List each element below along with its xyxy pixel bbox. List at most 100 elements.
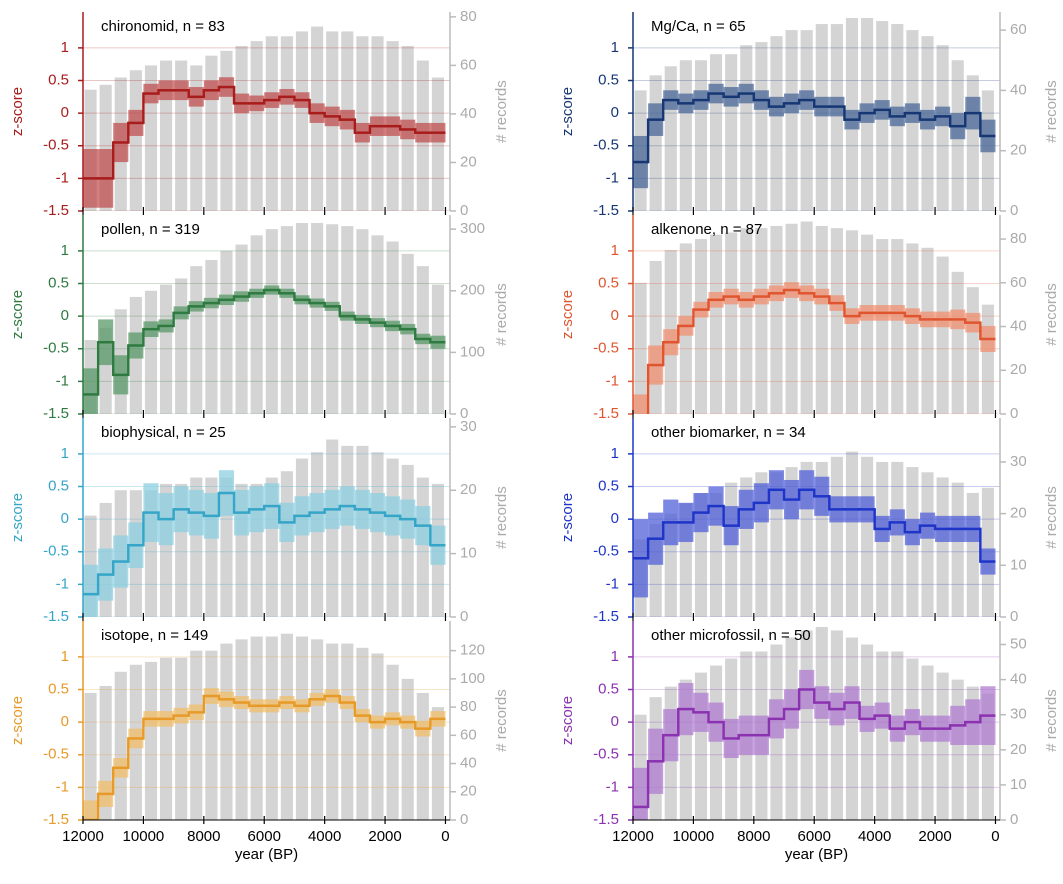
y2-tick-label: 100 <box>460 343 485 360</box>
y2-tick-label: 30 <box>1010 453 1027 470</box>
panel-title: chironomid, n = 83 <box>101 18 225 35</box>
record-bar <box>921 472 934 617</box>
record-bar <box>114 671 127 820</box>
record-bar <box>295 223 309 414</box>
record-bar <box>785 223 798 414</box>
y2-tick-label: 60 <box>460 56 477 73</box>
y-tick-label: 1 <box>611 648 619 665</box>
y2-tick-label: 0 <box>460 405 468 422</box>
y2-tick-label: 20 <box>460 783 477 800</box>
record-bar <box>845 451 859 617</box>
record-bar <box>906 243 919 414</box>
panel <box>83 223 450 414</box>
y-tick-label: -0.5 <box>43 137 69 154</box>
y-tick-label: -1.5 <box>593 202 619 219</box>
y2-tick-label: 40 <box>1010 81 1027 98</box>
record-bar <box>265 636 278 820</box>
y2-tick-label: 120 <box>460 642 485 659</box>
x-tick-label: 10000 <box>673 828 715 845</box>
record-bar <box>326 643 339 820</box>
y2-tick-label: 10 <box>460 545 477 562</box>
y-tick-label: 0.5 <box>598 71 619 88</box>
y2-axis-label: # records <box>493 283 510 346</box>
record-bar <box>311 223 324 414</box>
y-axis-label: z-score <box>9 493 26 542</box>
y2-tick-label: 20 <box>460 481 477 498</box>
record-bar <box>649 75 662 211</box>
record-bar <box>311 452 324 617</box>
record-bar <box>800 30 813 211</box>
y-tick-label: -1.5 <box>593 608 619 625</box>
panel-title: pollen, n = 319 <box>101 221 200 238</box>
panel-title: alkenone, n = 87 <box>651 221 762 238</box>
y2-tick-label: 80 <box>460 698 477 715</box>
y2-tick-label: 0 <box>1010 202 1018 219</box>
record-bar <box>966 492 979 617</box>
y2-tick-label: 40 <box>460 105 477 122</box>
y-tick-label: -1.5 <box>43 405 69 422</box>
y2-tick-label: 40 <box>1010 317 1027 334</box>
record-bar <box>755 42 768 211</box>
y-tick-label: -1 <box>56 372 69 389</box>
record-bar <box>694 60 708 211</box>
x-tick-label: 0 <box>441 828 449 845</box>
record-bar <box>800 221 813 414</box>
record-bar <box>936 256 949 414</box>
error-band <box>633 394 649 414</box>
x-tick-label: 4000 <box>858 828 891 845</box>
record-bar <box>250 235 263 414</box>
record-bar <box>250 636 263 820</box>
record-bar <box>144 661 158 820</box>
y2-tick-label: 0 <box>1010 405 1018 422</box>
panel-title: isotope, n = 149 <box>101 627 208 644</box>
x-tick-label: 2000 <box>368 828 401 845</box>
y-tick-label: 0 <box>611 307 619 324</box>
record-bar <box>235 45 248 211</box>
panel-title: biophysical, n = 25 <box>101 424 226 441</box>
record-bar <box>725 54 738 211</box>
record-bar <box>190 650 203 820</box>
error-band <box>83 368 99 414</box>
y2-axis-label: # records <box>1043 486 1060 549</box>
y-tick-label: -0.5 <box>593 543 619 560</box>
record-bar <box>936 672 949 820</box>
x-tick-label: 10000 <box>123 828 165 845</box>
record-bar <box>770 36 783 211</box>
record-bar <box>356 445 369 617</box>
record-bar <box>861 456 874 617</box>
record-bar <box>830 456 843 617</box>
y2-tick-label: 200 <box>460 282 485 299</box>
y-tick-label: -1 <box>56 778 69 795</box>
y-tick-label: 0 <box>611 104 619 121</box>
y2-tick-label: 0 <box>1010 608 1018 625</box>
x-tick-label: 0 <box>991 828 999 845</box>
y2-tick-label: 10 <box>1010 776 1027 793</box>
record-bar <box>341 643 354 820</box>
x-axis-label: year (BP) <box>785 846 848 863</box>
record-bar <box>951 679 964 820</box>
y-tick-label: -0.5 <box>593 340 619 357</box>
x-tick-label: 6000 <box>248 828 281 845</box>
y-tick-label: -1.5 <box>593 811 619 828</box>
panel-title: Mg/Ca, n = 65 <box>651 18 746 35</box>
panel <box>83 439 450 617</box>
x-tick-label: 8000 <box>187 828 220 845</box>
y-tick-label: 1 <box>611 445 619 462</box>
record-bar <box>951 482 964 617</box>
record-bar <box>830 24 843 211</box>
error-band <box>83 564 99 617</box>
panel <box>633 18 1000 211</box>
x-tick-label: 12000 <box>62 828 104 845</box>
y2-tick-label: 0 <box>460 202 468 219</box>
record-bar <box>295 636 309 820</box>
record-bar <box>725 232 738 414</box>
y-tick-label: 0.5 <box>48 274 69 291</box>
y-tick-label: -1 <box>606 169 619 186</box>
record-bar <box>280 633 293 820</box>
record-bar <box>891 461 904 617</box>
y2-tick-label: 20 <box>460 153 477 170</box>
y-tick-label: 1 <box>611 242 619 259</box>
y2-axis-label: # records <box>493 486 510 549</box>
record-bar <box>800 630 813 820</box>
y2-tick-label: 80 <box>460 8 477 25</box>
